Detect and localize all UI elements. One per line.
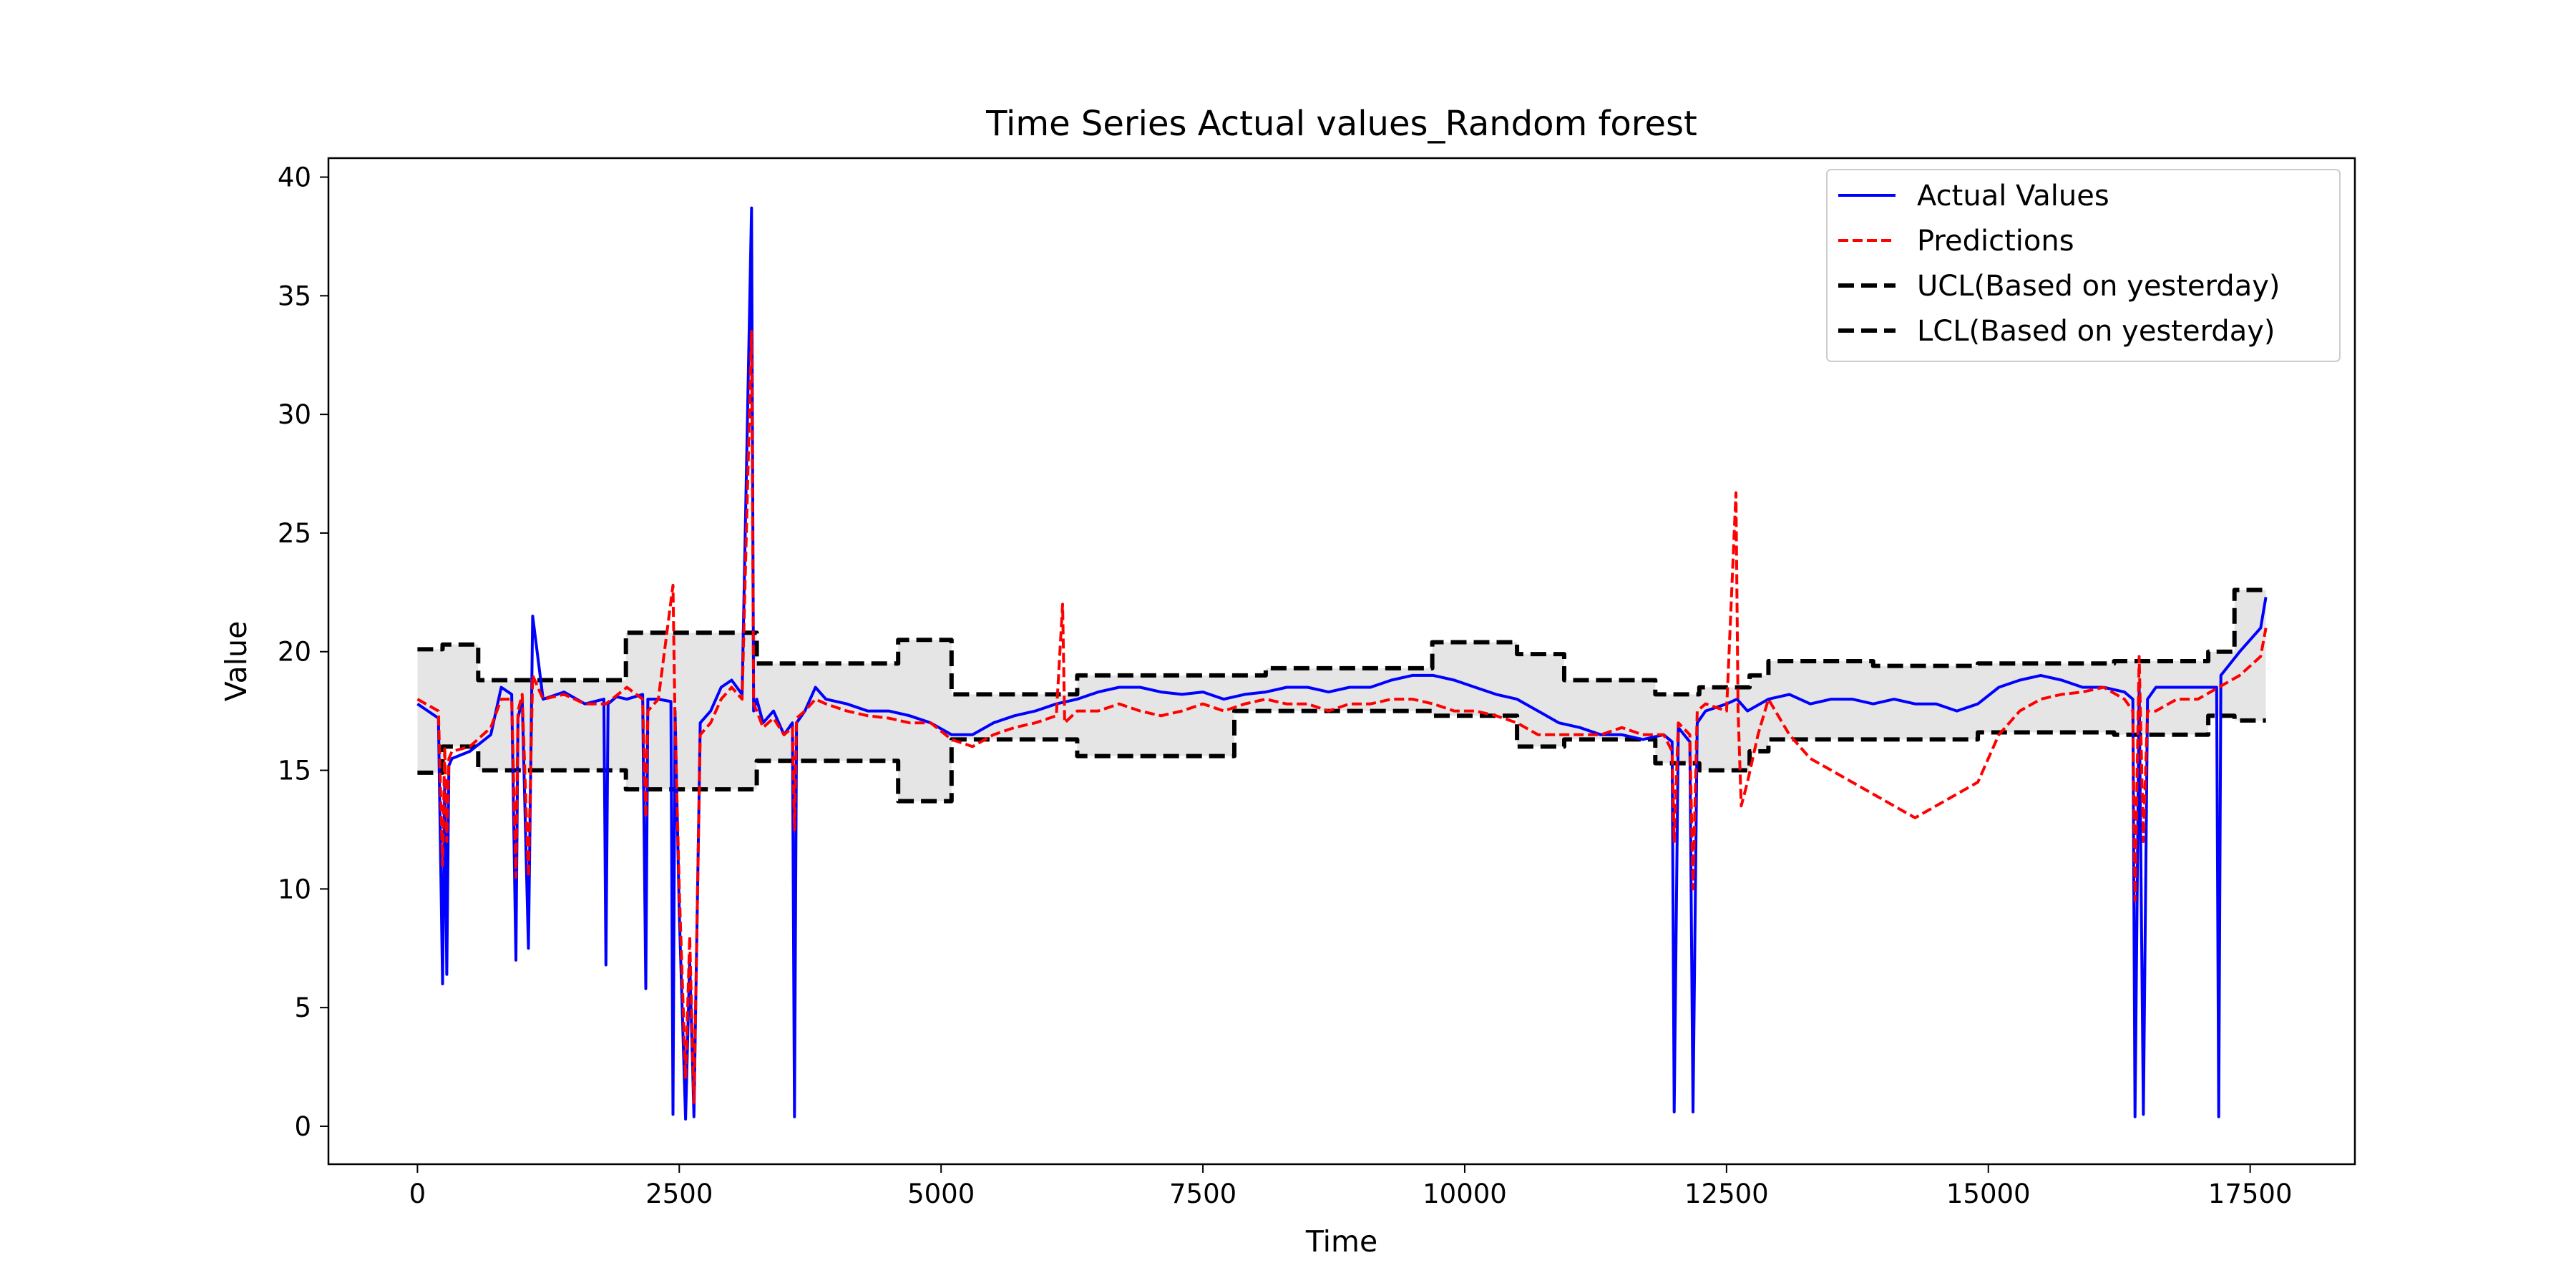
y-tick-label: 30 [278,399,311,430]
x-tick-label: 5000 [907,1179,975,1209]
y-tick-label: 35 [278,280,311,311]
x-tick-label: 17500 [2208,1179,2293,1209]
x-tick-label: 2500 [645,1179,713,1209]
y-tick-label: 0 [294,1111,311,1142]
legend-label-actual-values: Actual Values [1917,180,2109,213]
y-tick-label: 15 [278,756,311,786]
control-band [417,590,2266,801]
series-line-predictions [416,330,2268,1104]
series-line-ucl-based-on-yesterday [417,587,2266,697]
legend: Actual Values Predictions UCL(Based on yes… [1826,169,2341,362]
chart-title: Time Series Actual values_Random forest [985,104,1697,144]
x-tick-label: 12500 [1684,1179,1769,1209]
x-tick-label: 7500 [1169,1179,1236,1209]
legend-label-ucl-based-on-yesterday: UCL(Based on yesterday) [1917,270,2280,303]
series-line-actual-values [416,206,2268,1121]
series-line-lcl-based-on-yesterday [417,708,2266,804]
legend-label-lcl-based-on-yesterday: LCL(Based on yesterday) [1917,315,2275,348]
x-tick-label: 0 [409,1179,426,1209]
legend-label-predictions: Predictions [1917,225,2074,258]
legend-box [1826,169,2341,362]
y-tick-label: 20 [278,637,311,668]
y-tick-label: 10 [278,874,311,904]
y-axis-title: Value [219,621,253,702]
x-tick-label: 15000 [1946,1179,2031,1209]
y-tick-label: 5 [294,992,311,1023]
y-tick-label: 25 [278,518,311,549]
x-axis-title: Time [1305,1224,1377,1259]
plot-frame [327,157,2356,1166]
y-axis: 0 5 10 15 20 25 30 35 40 [278,162,328,1142]
x-axis: 0 2500 5000 7500 10000 12500 15000 17500 [409,1164,2293,1209]
x-tick-label: 10000 [1423,1179,1507,1209]
y-tick-label: 40 [278,162,311,193]
plot-area [416,206,2268,1121]
